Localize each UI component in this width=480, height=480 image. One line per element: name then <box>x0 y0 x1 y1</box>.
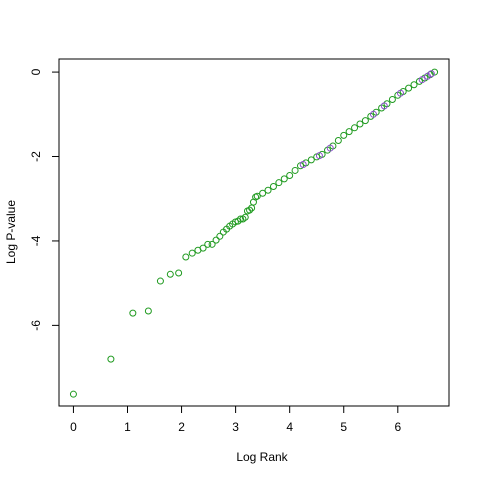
point <box>351 124 359 132</box>
point <box>286 172 294 180</box>
point <box>204 240 212 248</box>
point <box>175 269 183 277</box>
point <box>427 70 435 78</box>
point <box>356 120 364 128</box>
y-axis-label: Log P-value <box>4 200 18 264</box>
point <box>410 81 418 89</box>
point <box>418 76 426 84</box>
point <box>216 232 224 240</box>
point <box>299 161 307 169</box>
point <box>107 355 115 363</box>
point <box>307 156 315 164</box>
point <box>340 131 348 139</box>
point <box>259 189 267 197</box>
point <box>280 175 288 183</box>
point <box>345 128 353 136</box>
x-tick-label: 0 <box>70 420 77 434</box>
point <box>208 240 216 248</box>
point <box>369 110 377 118</box>
y-tick-label: -6 <box>29 320 43 331</box>
point <box>397 89 405 97</box>
point <box>237 215 245 223</box>
y-tick-label: 0 <box>29 68 43 75</box>
point <box>388 96 396 104</box>
x-tick-label: 1 <box>124 420 131 434</box>
point <box>326 144 334 152</box>
point <box>269 182 277 190</box>
point <box>380 102 388 110</box>
point <box>199 244 207 252</box>
point <box>129 309 137 317</box>
point <box>405 84 413 92</box>
point <box>212 236 220 244</box>
point <box>315 152 323 160</box>
point <box>166 270 174 278</box>
point <box>334 136 342 144</box>
point <box>291 166 299 174</box>
x-tick-label: 4 <box>286 420 293 434</box>
y-tick-label: -4 <box>29 235 43 246</box>
x-tick-label: 3 <box>232 420 239 434</box>
point <box>69 390 77 398</box>
x-tick-label: 6 <box>394 420 401 434</box>
point <box>246 206 254 214</box>
y-tick-label: -2 <box>29 151 43 162</box>
x-tick-label: 2 <box>178 420 185 434</box>
point <box>275 179 283 187</box>
point <box>241 213 249 221</box>
point <box>144 307 152 315</box>
point <box>361 117 369 125</box>
point <box>182 253 190 261</box>
x-axis-label: Log Rank <box>236 450 288 464</box>
plot-frame <box>58 58 450 407</box>
point <box>264 186 272 194</box>
point <box>156 277 164 285</box>
point <box>253 192 261 200</box>
x-tick-label: 5 <box>340 420 347 434</box>
point <box>188 249 196 257</box>
